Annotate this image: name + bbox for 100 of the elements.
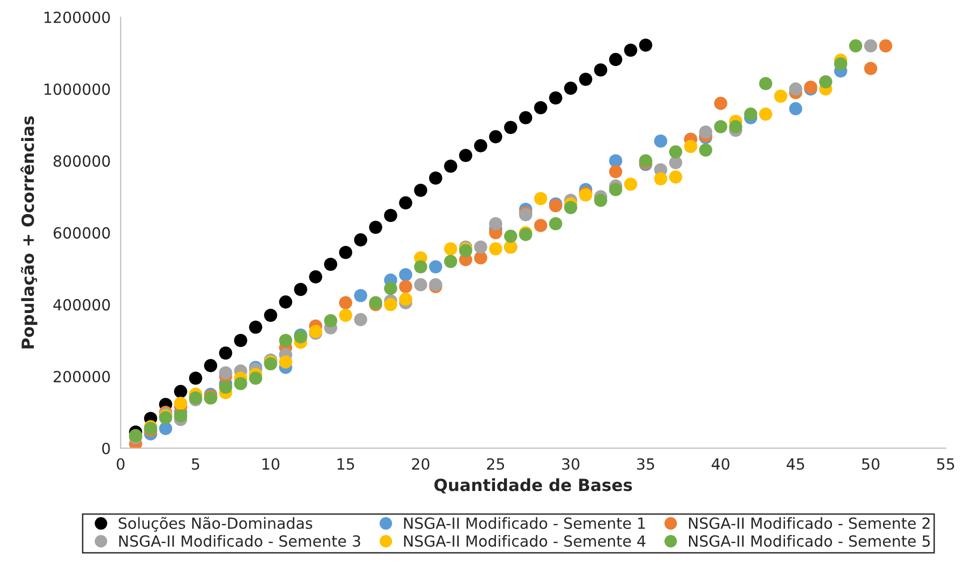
point xyxy=(384,282,398,295)
point xyxy=(474,251,488,264)
point xyxy=(444,242,458,256)
y-tick-label: 600000 xyxy=(54,227,110,239)
point xyxy=(234,376,248,390)
point xyxy=(519,111,532,124)
point xyxy=(189,372,202,385)
point xyxy=(339,246,352,260)
point xyxy=(279,295,292,309)
point xyxy=(489,130,502,144)
point xyxy=(399,196,412,210)
legend-label: NSGA-II Modificado - Semente 5 xyxy=(689,535,930,547)
point xyxy=(864,39,878,52)
point xyxy=(204,359,218,372)
point xyxy=(789,102,802,116)
x-tick-label: 15 xyxy=(338,458,354,470)
point xyxy=(789,82,802,96)
point xyxy=(579,72,592,86)
point xyxy=(654,172,668,186)
point xyxy=(234,334,248,348)
x-tick-label: 35 xyxy=(637,458,654,470)
point xyxy=(609,52,622,66)
point xyxy=(729,120,742,134)
point xyxy=(819,75,832,88)
x-tick-label: 40 xyxy=(712,458,730,470)
point xyxy=(489,217,502,230)
legend-label: NSGA-II Modificado - Semente 4 xyxy=(404,535,646,547)
point xyxy=(594,194,608,207)
point xyxy=(474,139,488,152)
point xyxy=(744,108,758,121)
point xyxy=(264,308,278,322)
point xyxy=(384,208,398,222)
point xyxy=(309,270,322,284)
point xyxy=(714,120,728,134)
legend-label: NSGA-II Modificado - Semente 2 xyxy=(689,517,930,529)
point xyxy=(459,148,472,162)
point xyxy=(759,77,772,90)
point xyxy=(399,280,412,294)
point xyxy=(489,242,502,256)
point xyxy=(534,218,548,232)
y-tick-label: 1200000 xyxy=(44,12,110,24)
y-tick-label: 400000 xyxy=(53,299,110,311)
x-tick-label: 5 xyxy=(192,458,200,470)
point xyxy=(219,346,232,360)
point xyxy=(399,292,412,306)
x-axis-title: Quantidade de Bases xyxy=(434,478,632,494)
point xyxy=(174,384,188,398)
point xyxy=(594,63,608,77)
point xyxy=(354,288,368,302)
point xyxy=(444,254,458,268)
point xyxy=(369,220,382,234)
y-tick-label: 200000 xyxy=(54,370,110,382)
legend-label: Soluções Não-Dominadas xyxy=(118,516,312,532)
point xyxy=(669,170,682,184)
point xyxy=(879,39,892,52)
point xyxy=(504,120,518,134)
point xyxy=(654,134,668,148)
x-tick-label: 25 xyxy=(487,458,504,470)
y-axis-title: População + Ocorrências xyxy=(20,116,38,348)
point xyxy=(279,355,292,369)
point xyxy=(339,308,352,322)
x-tick-label: 10 xyxy=(262,458,280,470)
point xyxy=(699,126,712,139)
y-tick-label: 0 xyxy=(102,442,110,454)
y-tick-label: 1000000 xyxy=(44,83,110,95)
point xyxy=(324,314,338,328)
point xyxy=(534,192,548,206)
point xyxy=(414,184,428,197)
legend-label: NSGA-II Modificado - Semente 1 xyxy=(404,517,645,529)
point xyxy=(624,44,638,57)
point xyxy=(864,62,878,76)
point xyxy=(249,372,262,385)
point xyxy=(504,230,518,243)
y-tick-label: 800000 xyxy=(54,155,110,167)
point xyxy=(174,396,188,410)
legend-label: NSGA-II Modificado - Semente 3 xyxy=(119,535,360,547)
point xyxy=(714,96,728,110)
point xyxy=(294,282,308,296)
point xyxy=(324,258,338,271)
point xyxy=(534,101,548,114)
point xyxy=(564,82,578,95)
point xyxy=(849,39,862,52)
point xyxy=(759,108,772,121)
point xyxy=(429,171,442,185)
point xyxy=(609,165,622,178)
point xyxy=(609,182,622,196)
point xyxy=(774,90,788,103)
x-tick-label: 0 xyxy=(116,458,124,470)
x-tick-label: 45 xyxy=(786,458,804,470)
point xyxy=(414,260,428,274)
point xyxy=(474,240,488,254)
point xyxy=(414,278,428,292)
point xyxy=(639,38,652,52)
point xyxy=(384,298,398,312)
point xyxy=(669,145,682,158)
point xyxy=(249,320,262,334)
point xyxy=(564,200,578,214)
x-tick-label: 30 xyxy=(562,458,580,470)
x-tick-label: 55 xyxy=(937,458,954,470)
point xyxy=(549,91,562,105)
